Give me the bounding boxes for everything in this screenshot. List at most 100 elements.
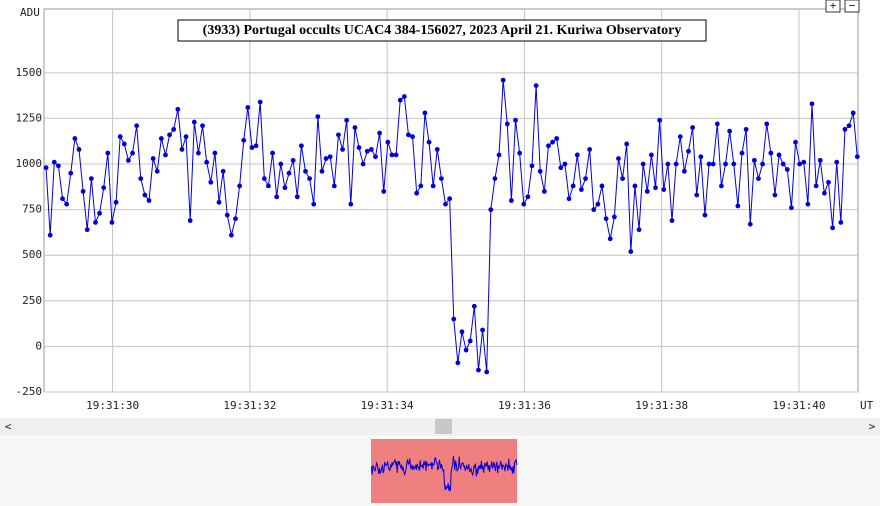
data-point xyxy=(158,136,164,141)
scroll-thumb[interactable] xyxy=(435,419,452,434)
data-point xyxy=(327,154,333,160)
scroll-left[interactable]: < xyxy=(5,420,12,433)
data-point xyxy=(830,225,836,231)
data-point xyxy=(681,168,687,174)
data-point xyxy=(410,134,415,140)
data-line xyxy=(45,80,858,372)
data-point xyxy=(212,150,218,156)
data-point xyxy=(401,94,407,99)
data-point xyxy=(233,216,238,222)
data-point xyxy=(377,130,383,136)
data-point xyxy=(146,198,152,203)
data-point xyxy=(562,161,568,167)
data-point xyxy=(134,123,140,129)
data-point xyxy=(698,154,704,160)
zoom-out-button[interactable]: − xyxy=(844,0,860,13)
data-point xyxy=(270,150,275,156)
data-point xyxy=(303,168,308,174)
data-point xyxy=(175,106,181,112)
data-point xyxy=(138,176,144,182)
chart-title: (3933) Portugal occults UCAC4 384-156027… xyxy=(203,23,682,38)
data-point xyxy=(126,157,131,163)
data-point xyxy=(150,156,156,161)
data-point xyxy=(340,147,345,152)
data-point xyxy=(780,161,786,167)
data-point xyxy=(546,143,551,149)
scroll-right[interactable]: > xyxy=(869,420,876,433)
data-point xyxy=(768,150,774,156)
data-point xyxy=(286,170,292,176)
data-point xyxy=(587,147,593,152)
data-point xyxy=(541,188,547,194)
zoom-out-label: − xyxy=(849,0,856,12)
series xyxy=(43,77,860,375)
data-point xyxy=(323,156,329,161)
data-point xyxy=(756,176,761,182)
data-point xyxy=(636,227,642,233)
data-point xyxy=(616,156,621,161)
data-point xyxy=(109,219,115,225)
data-point xyxy=(397,97,403,103)
data-point xyxy=(204,159,210,165)
data-point xyxy=(624,141,630,147)
data-point xyxy=(554,136,560,141)
data-point xyxy=(813,183,819,189)
data-point xyxy=(113,199,119,205)
data-point xyxy=(142,192,148,198)
data-point xyxy=(508,198,514,203)
overview-series xyxy=(370,455,518,492)
data-point xyxy=(163,152,168,158)
data-point xyxy=(298,143,304,149)
data-point xyxy=(220,168,226,174)
zoom-in-button[interactable]: + xyxy=(825,0,841,13)
data-point xyxy=(438,176,444,182)
data-point xyxy=(603,216,609,222)
data-point xyxy=(550,139,555,145)
data-point xyxy=(838,219,844,225)
data-point xyxy=(772,192,778,198)
data-point xyxy=(723,161,728,167)
data-point xyxy=(739,150,745,156)
data-point xyxy=(179,147,185,152)
data-point xyxy=(459,329,465,335)
data-point xyxy=(406,132,411,138)
data-point xyxy=(467,338,473,344)
data-point xyxy=(595,201,601,207)
data-point xyxy=(471,303,477,309)
data-point xyxy=(183,134,189,140)
data-point xyxy=(706,161,712,167)
data-point xyxy=(797,161,803,167)
data-point xyxy=(686,148,691,154)
data-point xyxy=(661,187,667,192)
data-point xyxy=(521,201,527,207)
data-point xyxy=(368,147,374,152)
data-point xyxy=(224,212,230,218)
data-point xyxy=(352,125,358,130)
data-point xyxy=(607,236,613,242)
data-point xyxy=(805,201,811,207)
data-point xyxy=(801,159,807,165)
data-point xyxy=(105,150,111,156)
data-point xyxy=(208,179,214,185)
data-point xyxy=(500,77,506,83)
x-tick-label: 19:31:38 xyxy=(635,399,688,412)
data-point xyxy=(710,161,716,167)
x-axis-label: UT xyxy=(860,399,874,412)
data-point xyxy=(653,185,658,191)
data-point xyxy=(418,183,424,189)
data-point xyxy=(64,201,70,207)
data-point xyxy=(566,196,572,202)
data-point xyxy=(702,212,708,218)
data-point xyxy=(274,194,280,200)
data-point xyxy=(574,152,580,158)
data-point xyxy=(216,199,222,205)
data-point xyxy=(533,83,539,88)
data-point xyxy=(241,137,247,143)
data-point xyxy=(463,347,469,353)
data-point xyxy=(331,183,337,189)
data-point xyxy=(513,117,518,123)
y-axis-label: ADU xyxy=(20,6,40,19)
data-point xyxy=(344,117,350,123)
data-point xyxy=(257,99,263,105)
data-point xyxy=(719,183,724,189)
